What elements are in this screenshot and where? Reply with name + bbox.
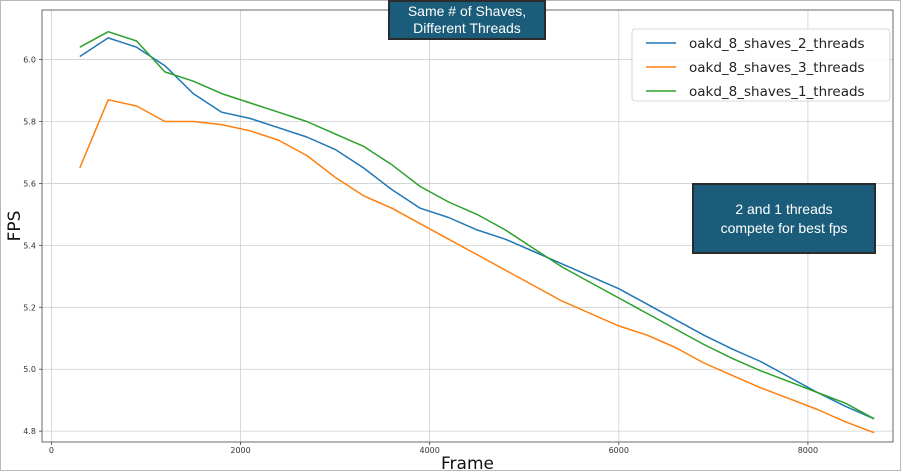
x-tick-label: 4000 [419, 446, 439, 455]
series-line [79, 99, 875, 434]
x-tick-label: 0 [49, 446, 54, 455]
y-tick-label: 5.8 [23, 117, 36, 126]
x-tick-label: 6000 [609, 446, 629, 455]
annotation-text: 2 and 1 threads compete for best fps [720, 200, 848, 236]
x-tick-label: 2000 [230, 446, 250, 455]
legend: oakd_8_shaves_2_threads oakd_8_shaves_3_t… [631, 28, 891, 102]
series-line [79, 30, 875, 420]
y-tick-label: 5.6 [23, 179, 36, 188]
legend-label: oakd_8_shaves_3_threads [689, 60, 865, 76]
series-line [79, 37, 875, 420]
y-tick-label: 4.8 [23, 427, 36, 436]
legend-label: oakd_8_shaves_1_threads [689, 84, 865, 100]
chart-title: Same # of Shaves, Different Threads [407, 3, 527, 36]
series-lines [79, 30, 875, 434]
y-tick-label: 5.0 [23, 365, 36, 374]
annotation-callout: 2 and 1 threads compete for best fps [692, 183, 876, 254]
legend-label: oakd_8_shaves_2_threads [689, 36, 865, 52]
x-ticks: 0 2000 4000 6000 8000 [49, 442, 818, 455]
x-axis-label: Frame [441, 454, 494, 473]
chart-title-callout: Same # of Shaves, Different Threads [388, 0, 546, 40]
y-axis-label: FPS [5, 211, 25, 242]
y-tick-label: 5.2 [23, 303, 36, 312]
y-tick-label: 5.4 [23, 241, 36, 250]
y-ticks: 4.8 5.0 5.2 5.4 5.6 5.8 6.0 [23, 56, 42, 436]
y-tick-label: 6.0 [23, 56, 36, 65]
x-tick-label: 8000 [798, 446, 818, 455]
legend-box [631, 28, 891, 102]
